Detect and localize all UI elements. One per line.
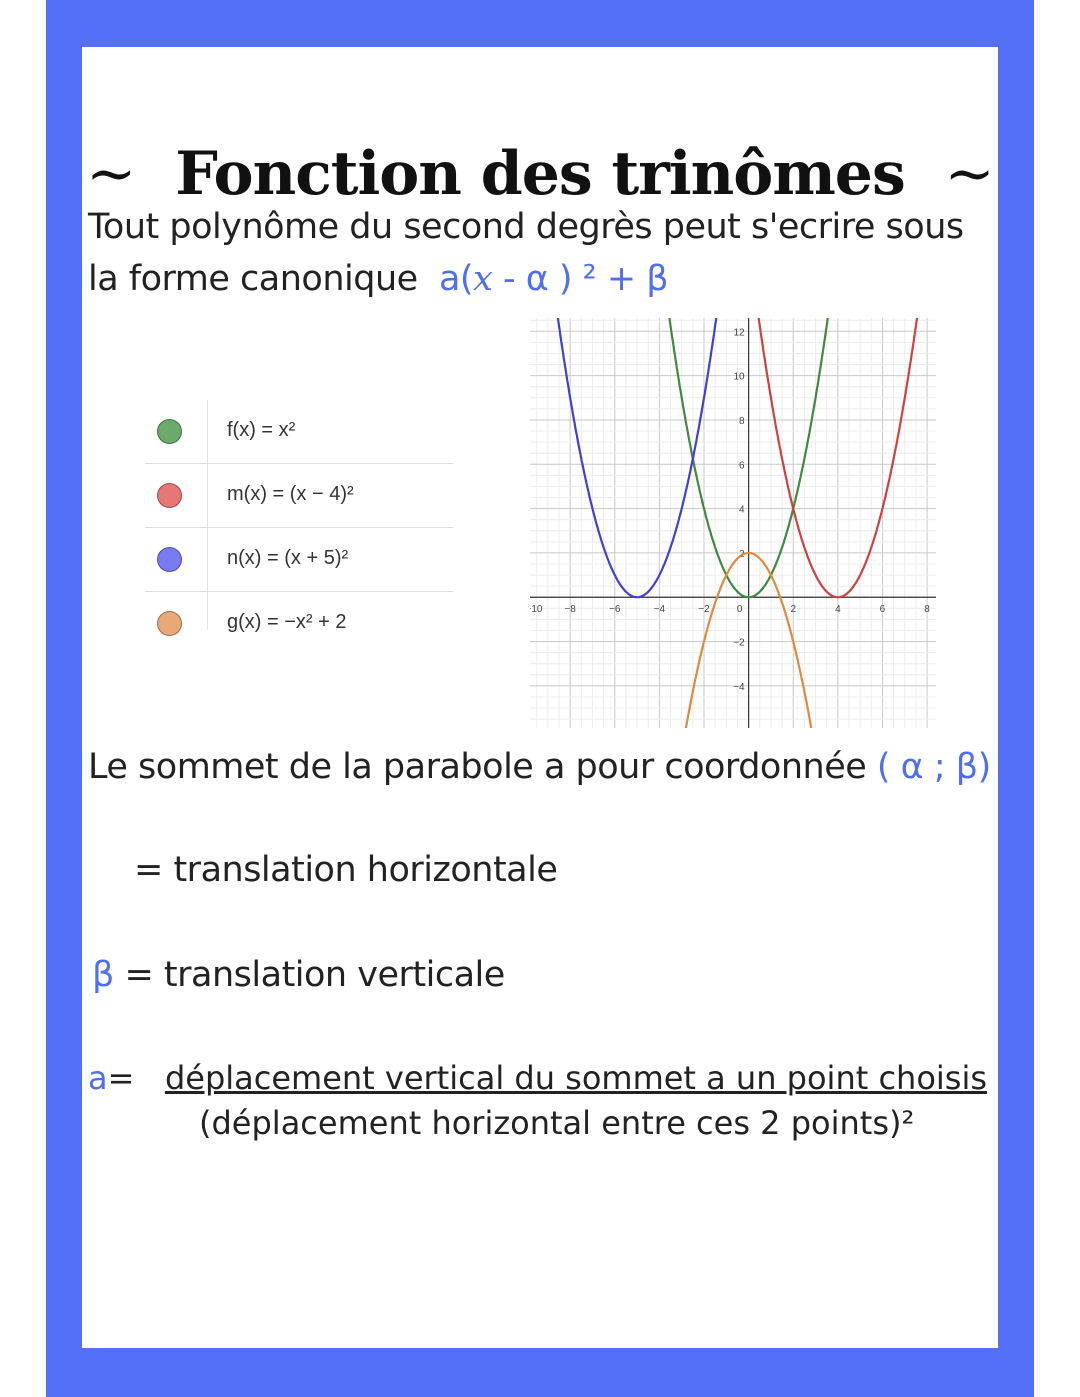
a-numerator: déplacement vertical du sommet a un poin… [164,1059,988,1097]
formula-x: x [473,259,493,299]
a-denominator: (déplacement horizontal entre ces 2 poin… [199,1104,915,1142]
sommet-coords: ( α ; β) [876,747,991,787]
formula-rest: - α ) ² + β [492,259,669,299]
legend-row[interactable]: n(x) = (x + 5)² [145,528,453,592]
legend-row[interactable]: g(x) = −x² + 2 [145,592,453,655]
title-text: Fonction des trinômes [175,139,906,209]
x-tick-label: 0 [737,604,743,615]
sommet-line: Le sommet de la parabole a pour coordonn… [88,747,991,787]
a-equals: = [107,1059,135,1097]
y-tick-label: 8 [739,416,745,427]
a-line: a= déplacement vertical du sommet a un p… [88,1059,987,1097]
intro-line-1: Tout polynôme du second degrès peut s'ec… [88,207,964,247]
x-tick-label: −2 [698,604,710,615]
y-tick-label: −2 [733,638,745,649]
color-dot-icon[interactable] [157,547,182,572]
x-tick-label: 6 [880,604,886,615]
legend-expr: f(x) = x² [227,419,296,441]
y-tick-label: 12 [733,327,745,338]
curve-f [668,318,829,599]
legend-row[interactable]: m(x) = (x − 4)² [145,464,453,528]
x-tick-label: 2 [790,604,796,615]
legend-expr: n(x) = (x + 5)² [227,547,349,569]
y-tick-label: −4 [733,682,745,693]
page-title: ~ Fonction des trinômes ~ [82,139,998,209]
color-dot-icon[interactable] [157,611,182,636]
x-tick-label: −8 [564,604,576,615]
function-legend: f(x) = x² m(x) = (x − 4)² n(x) = (x + 5)… [145,400,453,655]
curve-n [556,318,718,599]
legend-expr: m(x) = (x − 4)² [227,483,354,505]
color-dot-icon[interactable] [157,483,182,508]
x-tick-label: −10 [530,604,543,615]
x-tick-label: −6 [609,604,621,615]
formula-a: a( [438,259,474,299]
canonical-formula: a(x - α ) ² + β [428,259,669,299]
x-tick-label: 8 [924,604,930,615]
x-tick-label: −4 [654,604,666,615]
curve-m [757,318,919,599]
y-tick-label: 6 [739,460,745,471]
title-tilde-left: ~ [86,139,136,209]
legend-divider [207,400,208,630]
intro-line-2: la forme canonique a(x - α ) ² + β [88,259,669,299]
curve-g [684,551,813,728]
document-card: ~ Fonction des trinômes ~ Tout polynôme … [82,47,998,1348]
y-tick-label: 4 [739,505,745,516]
x-tick-label: 4 [835,604,841,615]
beta-symbol: β [92,955,114,995]
intro-text: la forme canonique [88,259,418,299]
alpha-line: = translation horizontale [134,850,558,890]
color-dot-icon[interactable] [157,419,182,444]
title-tilde-right: ~ [944,139,995,209]
a-symbol: a [88,1059,108,1097]
legend-row[interactable]: f(x) = x² [145,400,453,464]
sommet-text: Le sommet de la parabole a pour coordonn… [88,747,867,787]
legend-expr: g(x) = −x² + 2 [227,611,347,633]
beta-line: β = translation verticale [92,955,505,995]
y-tick-label: 10 [733,372,745,383]
beta-text: = translation verticale [113,955,505,995]
